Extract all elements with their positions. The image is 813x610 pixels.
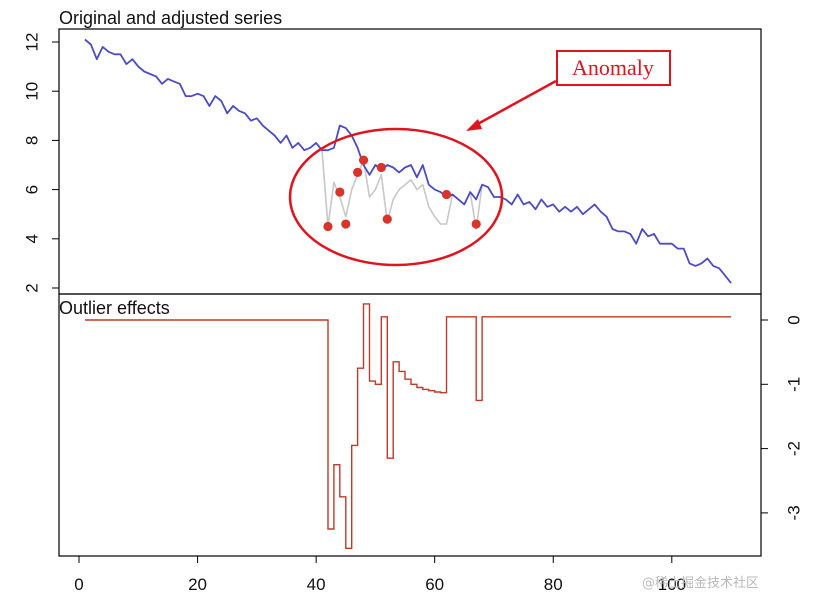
panel-bottom-y-axis: 0 -1 -2 -3 bbox=[760, 315, 803, 520]
x-tick-label: 0 bbox=[74, 575, 83, 594]
x-tick-label: 100 bbox=[658, 575, 686, 594]
top-y-tick-label: 12 bbox=[22, 33, 41, 52]
bottom-y-tick-label: -1 bbox=[784, 377, 803, 392]
panel-bottom-series bbox=[84, 303, 732, 549]
anomaly-annotation: Anomaly bbox=[288, 50, 671, 267]
anomaly-arrow-line bbox=[473, 79, 557, 128]
panel-bottom-title: Outlier effects bbox=[59, 298, 170, 318]
panel-top-series bbox=[84, 38, 732, 284]
panel-bottom-x-axis: 0 20 40 60 80 100 bbox=[74, 555, 686, 594]
outlier-effects-line bbox=[84, 303, 732, 549]
anomaly-label: Anomaly bbox=[572, 55, 654, 80]
top-y-tick-label: 8 bbox=[22, 136, 41, 145]
anomaly-point bbox=[471, 219, 481, 229]
top-y-tick-label: 2 bbox=[22, 283, 41, 292]
adjusted-series-line bbox=[321, 150, 483, 230]
anomaly-point bbox=[382, 214, 392, 224]
anomaly-point bbox=[441, 189, 452, 200]
anomaly-label-box bbox=[556, 50, 671, 86]
panel-top-title: Original and adjusted series bbox=[59, 8, 282, 28]
bottom-y-tick-label: -2 bbox=[784, 441, 803, 456]
top-y-tick-label: 10 bbox=[22, 82, 41, 101]
panel-top: Original and adjusted series 2 4 6 8 10 12 An… bbox=[22, 8, 762, 295]
anomaly-point bbox=[341, 219, 351, 229]
bottom-y-tick-label: 0 bbox=[784, 315, 803, 324]
bottom-y-tick-label: -3 bbox=[784, 505, 803, 520]
x-tick-label: 80 bbox=[544, 575, 563, 594]
top-y-tick-label: 6 bbox=[22, 185, 41, 194]
anomaly-point bbox=[335, 187, 345, 197]
anomaly-point bbox=[358, 155, 369, 165]
panel-bottom-frame bbox=[58, 293, 762, 557]
anomaly-point bbox=[353, 167, 363, 177]
panel-top-y-axis: 2 4 6 8 10 12 bbox=[22, 33, 60, 293]
anomaly-point bbox=[376, 162, 386, 173]
x-tick-label: 20 bbox=[188, 575, 207, 594]
original-series-line bbox=[84, 38, 732, 284]
x-tick-label: 40 bbox=[307, 575, 326, 594]
panel-bottom: Outlier effects 0 -1 -2 -3 0 20 40 60 80 100 bbox=[58, 293, 803, 594]
anomaly-points bbox=[323, 155, 481, 232]
anomaly-point bbox=[323, 221, 333, 232]
watermark: @稀土掘金技术社区 bbox=[642, 575, 759, 591]
x-tick-label: 60 bbox=[425, 575, 444, 594]
anomaly-arrow-head bbox=[466, 119, 482, 131]
anomaly-ellipse bbox=[288, 127, 504, 267]
top-y-tick-label: 4 bbox=[22, 234, 41, 243]
